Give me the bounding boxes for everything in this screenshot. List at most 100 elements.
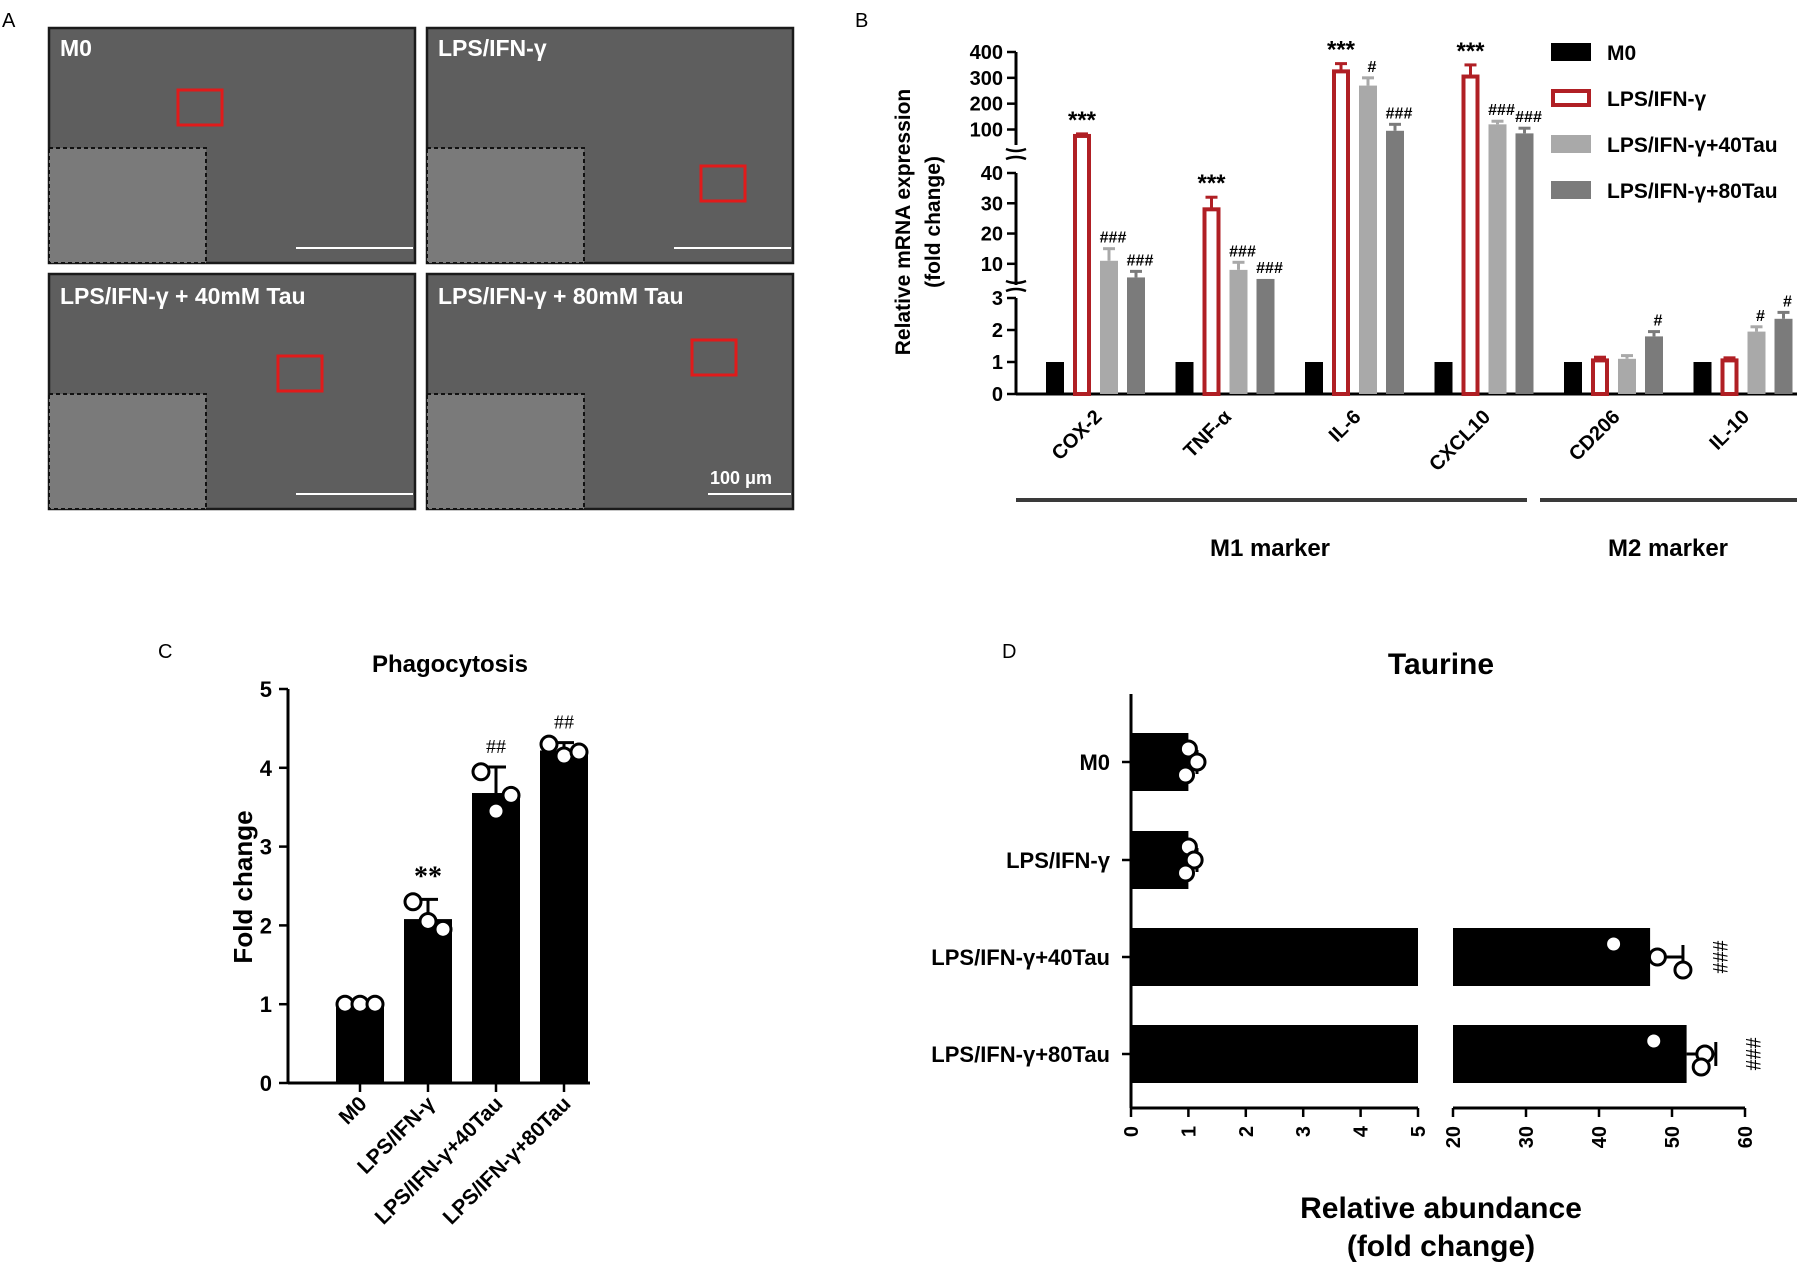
bar	[1515, 133, 1534, 394]
bar	[1618, 358, 1636, 394]
significance-mark: #	[1368, 59, 1377, 76]
data-point	[418, 911, 438, 931]
panel-label-b: B	[855, 10, 868, 32]
data-point	[1178, 739, 1198, 759]
category-label: CXCL10	[1425, 406, 1495, 476]
y-tick-label: 10	[981, 254, 1003, 276]
bar	[1175, 362, 1194, 394]
chart-b-mrna: 012310203040100200300400***######***####…	[892, 37, 1797, 562]
y-tick-label: 1	[992, 352, 1003, 374]
significance-mark: **	[414, 861, 442, 892]
data-point	[471, 762, 491, 782]
legend-label: M0	[1607, 42, 1636, 65]
bar	[336, 1004, 384, 1083]
x-axis-label: Relative abundance	[1300, 1192, 1582, 1225]
legend-label: LPS/IFN-γ	[1607, 88, 1706, 111]
y-tick-label: 2	[992, 320, 1003, 342]
bar	[1127, 277, 1145, 394]
bar	[1256, 278, 1275, 394]
category-label: LPS/IFN-γ+40Tau	[371, 1092, 508, 1229]
bar	[1461, 74, 1480, 397]
scale-bar-label: 100 μm	[710, 468, 772, 488]
legend-swatch	[1551, 43, 1591, 61]
legend-label: LPS/IFN-γ+40Tau	[1607, 134, 1778, 157]
significance-mark: ***	[1068, 107, 1097, 134]
micrograph-label: LPS/IFN-γ	[438, 35, 547, 61]
panel-label-d: D	[1002, 641, 1016, 663]
bar	[540, 750, 588, 1083]
data-point	[433, 919, 453, 939]
data-point	[501, 785, 521, 805]
y-tick-label: 200	[970, 94, 1003, 116]
category-label: LPS/IFN-γ+40Tau	[931, 945, 1110, 970]
panel-label-a: A	[2, 10, 16, 32]
x-tick-label: 2	[1236, 1126, 1258, 1137]
axis-break-mark	[1005, 147, 1027, 153]
category-label: LPS/IFN-γ+80Tau	[931, 1042, 1110, 1067]
category-label: TNF-α	[1180, 405, 1237, 462]
group-label: M1 marker	[1210, 535, 1330, 562]
bar	[1131, 928, 1418, 986]
chart-c-phagocytosis: 012345M0**LPS/IFN-γ##LPS/IFN-γ+40Tau##LP…	[228, 651, 590, 1229]
bar	[1693, 362, 1712, 394]
micrograph-label: M0	[60, 35, 92, 61]
x-tick-label: 4	[1351, 1125, 1373, 1137]
bar	[1774, 318, 1793, 394]
y-tick-label: 300	[970, 68, 1003, 90]
data-point	[1673, 960, 1693, 980]
significance-mark: ##	[486, 736, 506, 758]
significance-mark: ***	[1456, 38, 1485, 65]
data-point	[365, 994, 385, 1014]
data-point	[1644, 1031, 1664, 1051]
data-point	[1187, 752, 1207, 772]
chart-d-taurine: 0 1 2 3 4 5 20 30 40 50 60 M0 LPS/IFN-γ ### LPS/IFN-γ+…	[931, 648, 1766, 1263]
x-tick-label: 5	[1408, 1126, 1430, 1137]
group-label: M2 marker	[1608, 535, 1728, 562]
y-axis-label: (fold change)	[922, 156, 945, 288]
x-axis-label: (fold change)	[1347, 1230, 1535, 1263]
x-tick-label: 0	[1121, 1126, 1143, 1137]
x-tick-label: 3	[1293, 1126, 1315, 1137]
chart-title: Taurine	[1388, 648, 1494, 681]
y-tick-label: 40	[981, 163, 1003, 185]
y-tick-label: 0	[260, 1071, 272, 1096]
y-tick-label: 1	[260, 992, 272, 1017]
data-point	[1184, 850, 1204, 870]
category-label: IL-6	[1325, 406, 1366, 447]
y-tick-label: 5	[260, 677, 272, 702]
data-point	[486, 801, 506, 821]
inset-zoom	[48, 393, 207, 510]
bar	[1073, 133, 1091, 396]
significance-mark: #	[1783, 293, 1792, 310]
bar	[1229, 269, 1248, 394]
bar	[1386, 130, 1404, 394]
significance-mark: #	[1756, 308, 1765, 325]
significance-mark: ##	[554, 712, 574, 734]
bar	[1453, 928, 1651, 986]
significance-mark: ###	[1256, 260, 1283, 277]
category-label: IL-10	[1705, 406, 1754, 455]
axis-break-mark	[1005, 279, 1027, 285]
bar	[1720, 358, 1739, 396]
y-tick-label: 4	[260, 756, 273, 781]
y-tick-label: 3	[260, 835, 272, 860]
inset-region-marker	[276, 354, 324, 393]
inset-region-marker	[699, 164, 747, 203]
significance-mark: ###	[1386, 105, 1413, 122]
legend-swatch	[1551, 181, 1591, 199]
bar	[1131, 1025, 1418, 1083]
data-point	[1176, 863, 1196, 883]
axis-break-mark	[1005, 155, 1027, 161]
category-label: LPS/IFN-γ+80Tau	[439, 1092, 576, 1229]
inset-region-marker	[690, 338, 738, 377]
significance-mark: ***	[1197, 170, 1226, 197]
x-tick-label: 20	[1443, 1126, 1465, 1148]
significance-mark: ###	[1488, 102, 1515, 119]
data-point	[569, 742, 589, 762]
significance-mark: #	[1654, 313, 1663, 330]
inset-region-marker	[176, 88, 224, 127]
bar	[1488, 124, 1507, 394]
panel-label-c: C	[158, 641, 172, 663]
y-tick-label: 100	[970, 120, 1003, 142]
y-tick-label: 0	[992, 384, 1003, 406]
